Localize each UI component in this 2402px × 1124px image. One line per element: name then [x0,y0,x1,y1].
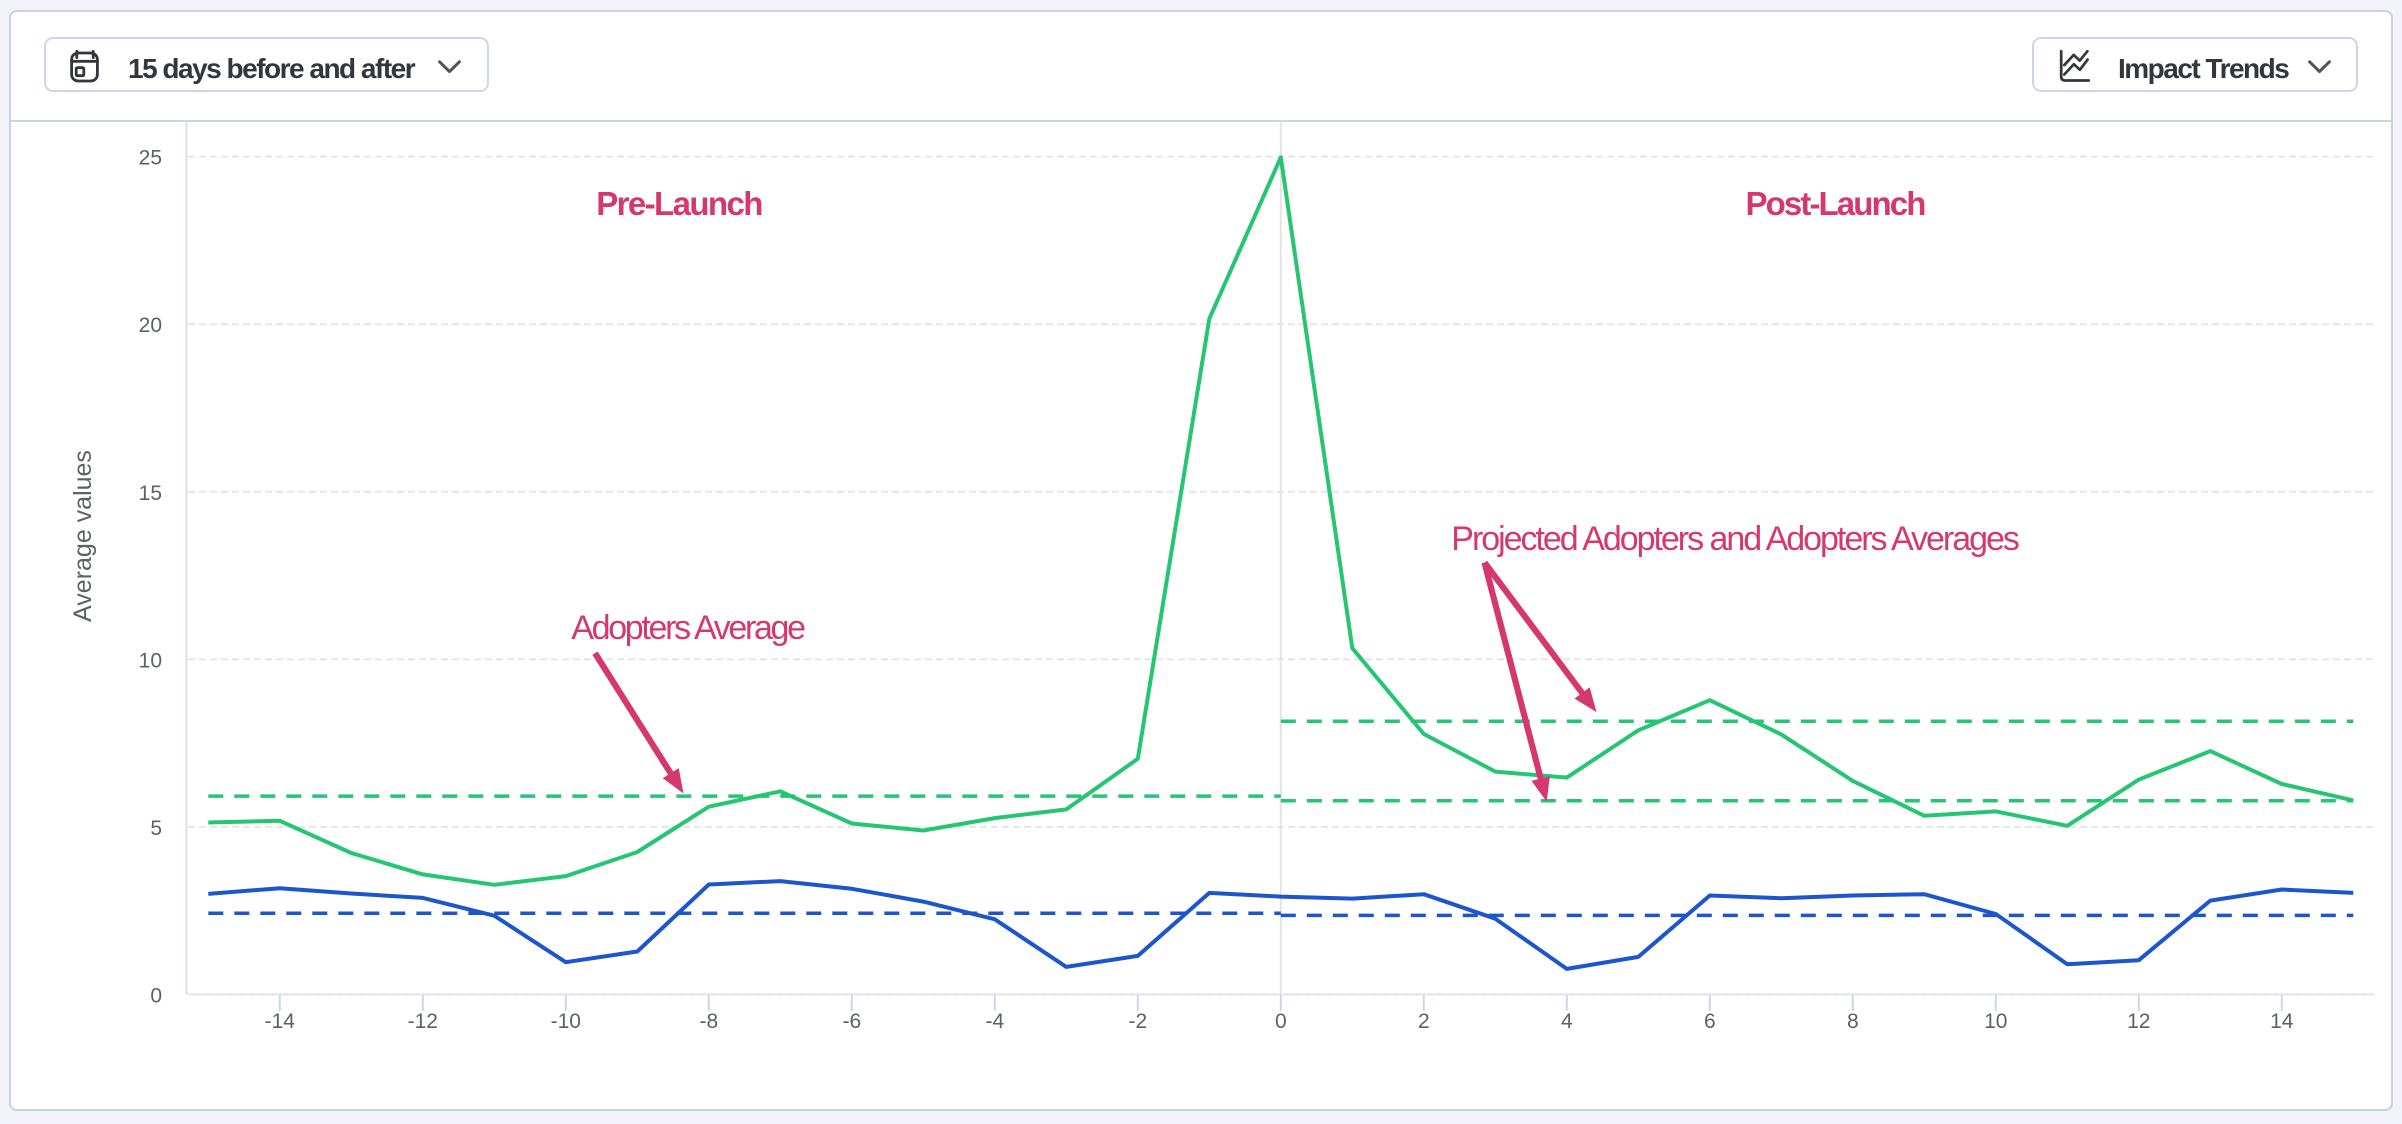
svg-text:-2: -2 [1128,1010,1147,1033]
svg-text:6: 6 [1704,1010,1716,1033]
svg-text:25: 25 [139,147,162,170]
svg-text:5: 5 [150,817,162,840]
svg-text:Post-Launch: Post-Launch [1746,185,1926,222]
svg-text:10: 10 [139,649,162,672]
svg-text:-4: -4 [985,1010,1004,1033]
svg-text:12: 12 [2127,1010,2150,1033]
svg-text:2: 2 [1418,1010,1430,1033]
svg-text:20: 20 [139,314,162,337]
svg-text:15: 15 [139,482,162,505]
svg-text:-12: -12 [408,1010,438,1033]
svg-text:Adopters Average: Adopters Average [571,609,805,647]
svg-text:0: 0 [150,984,162,1007]
svg-text:8: 8 [1847,1010,1859,1033]
svg-text:Average values: Average values [69,450,97,622]
svg-text:-6: -6 [842,1010,861,1033]
svg-text:Pre-Launch: Pre-Launch [596,185,762,222]
svg-text:-10: -10 [551,1010,581,1033]
svg-text:Projected Adopters and Adopter: Projected Adopters and Adopters Averages [1451,520,2019,558]
svg-text:-14: -14 [265,1010,296,1033]
svg-text:14: 14 [2270,1010,2294,1033]
svg-text:0: 0 [1275,1010,1287,1033]
svg-text:4: 4 [1561,1010,1573,1033]
svg-text:-8: -8 [699,1010,718,1033]
svg-text:10: 10 [1984,1010,2007,1033]
